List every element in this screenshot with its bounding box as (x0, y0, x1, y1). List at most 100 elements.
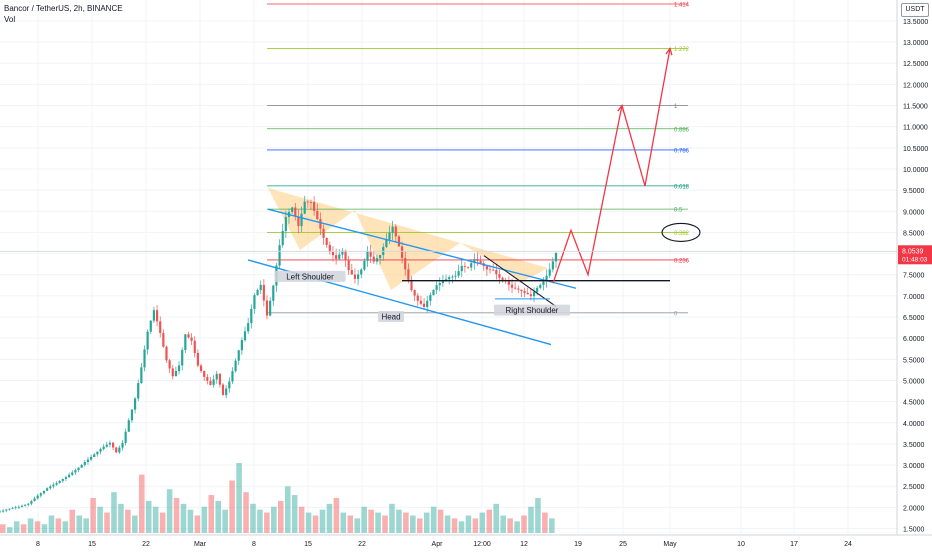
price-tick-label: 13.5000 (903, 19, 928, 26)
fib-level-label: 0.5 (674, 208, 683, 214)
time-axis[interactable]: 8 15 22 Mar 8 15 22 Apr 12:00 12 19 25 May 10 17 24 (0, 534, 932, 548)
volume-bar (229, 480, 235, 533)
candle-body (498, 274, 501, 278)
candle-body (360, 269, 363, 275)
candle-body (80, 464, 83, 468)
candle-body (262, 284, 265, 301)
projection-arrowhead (617, 104, 625, 113)
volume-indicator-label[interactable]: Vol (4, 15, 16, 24)
price-marker-countdown: 01:48:03 (902, 256, 928, 263)
volume-bar (194, 515, 201, 533)
volume-bars (0, 463, 555, 533)
pattern-fill (268, 188, 548, 290)
candle-body (225, 388, 228, 396)
projection-path (552, 48, 671, 284)
time-tick-label: 25 (619, 541, 627, 548)
candle-body (495, 269, 498, 275)
candle-body (49, 486, 52, 489)
volume-bar (396, 509, 402, 533)
drawings (247, 46, 701, 346)
candle-body (485, 266, 488, 270)
volume-bar (111, 492, 117, 533)
volume-bar (326, 503, 333, 533)
fib-level-label: 0.382 (674, 231, 690, 237)
grid (0, 0, 897, 535)
volume-bar (507, 518, 513, 533)
volume-bar (20, 524, 27, 533)
volume-bar (76, 515, 83, 533)
volume-bar (125, 509, 131, 533)
candle-body (155, 310, 159, 322)
volume-bar (375, 512, 381, 533)
candle-body (429, 295, 432, 301)
volume-bar (180, 503, 187, 533)
candle-body (212, 379, 215, 385)
candle-body (209, 380, 212, 385)
candle-body (363, 260, 366, 270)
candle-body (451, 276, 454, 278)
volume-bar (312, 515, 319, 533)
volume-bar (514, 521, 520, 533)
candle-body (300, 213, 303, 227)
currency-badge[interactable]: USDT (901, 3, 929, 17)
candle-body (526, 292, 529, 295)
candle-body (74, 470, 77, 473)
symbol-title[interactable]: Bancor / TetherUS, 2h, BINANCE (4, 4, 123, 13)
candle-body (372, 256, 375, 262)
candle-body (181, 350, 184, 366)
fib-level-label: 0.886 (674, 127, 690, 133)
candle-body (394, 226, 397, 237)
price-axis[interactable]: 1.5000 2.0000 2.5000 3.0000 3.5000 4.0000 4.50… (896, 0, 928, 535)
price-tick-label: 11.5000 (903, 104, 928, 111)
candle-body (111, 442, 115, 448)
candle-body (313, 202, 316, 211)
candle-body (410, 279, 413, 291)
candle-body (90, 456, 93, 460)
volume-bar (215, 500, 222, 533)
volume-bar (451, 518, 458, 533)
price-tick-label: 12.0000 (903, 82, 928, 89)
candle-body (435, 285, 438, 290)
candle-body (269, 300, 272, 316)
volume-bar (528, 506, 534, 533)
time-tick-label: 8 (36, 541, 40, 548)
candle-body (121, 442, 124, 448)
price-tick-label: 6.0000 (903, 336, 925, 343)
candle-body (199, 365, 203, 372)
volume-bar (187, 509, 194, 533)
price-tick-label: 7.5000 (903, 273, 925, 280)
candle-body (397, 236, 401, 247)
price-tick-label: 1.5000 (903, 527, 925, 534)
candle-body (492, 269, 495, 271)
candle-body (237, 350, 240, 361)
price-tick-label: 12.5000 (903, 61, 928, 68)
volume-bar (305, 512, 312, 533)
volume-bar (83, 518, 89, 533)
candle-body (357, 274, 360, 279)
volume-bar (444, 515, 451, 533)
volume-bar (500, 515, 506, 533)
candle-body (347, 260, 350, 271)
candle-body (542, 281, 545, 285)
price-tick-label: 6.5000 (903, 315, 925, 322)
volume-bar (430, 506, 437, 533)
pattern-label: Left Shoulder (286, 272, 334, 281)
candle-body (514, 287, 517, 289)
fib-level-label: 0 (674, 311, 678, 317)
candle-body (174, 371, 178, 377)
price-tick-label: 4.5000 (903, 400, 925, 407)
candle-body (375, 258, 379, 262)
candle-body (407, 269, 410, 280)
candle-body (234, 360, 237, 372)
candle-body (228, 381, 231, 389)
highlight-ellipse (661, 222, 701, 242)
time-tick-label: 17 (790, 541, 798, 548)
price-tick-label: 10.5000 (903, 146, 928, 153)
candle-body (218, 373, 221, 385)
candle-body (250, 308, 253, 324)
time-tick-label: 15 (88, 541, 96, 548)
candle-body (137, 383, 140, 399)
fib-level-label: 1 (674, 104, 678, 110)
